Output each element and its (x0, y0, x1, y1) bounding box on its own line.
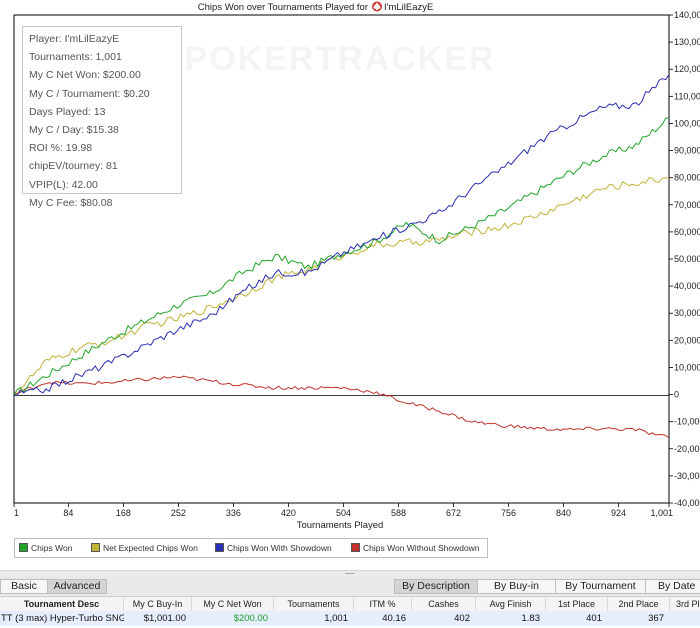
y-tick-label: 90,000 (674, 146, 700, 156)
table-header: Tournament Desc My C Buy-In My C Net Won… (0, 597, 700, 612)
chart-watermark: POKERTRACKER (184, 40, 495, 78)
col-buy-in[interactable]: My C Buy-In (124, 597, 192, 611)
legend-item-net-expected[interactable]: Net Expected Chips Won (91, 543, 198, 555)
x-tick-label: 1 (14, 508, 19, 518)
x-tick-label: 672 (446, 508, 461, 518)
tab-basic[interactable]: Basic (0, 579, 48, 594)
table-row[interactable]: TT (3 max) Hyper-Turbo SNG L $1,001.00 $… (0, 611, 700, 626)
col-tournament-desc[interactable]: Tournament Desc (0, 597, 124, 611)
series-line-chips-won-without-showdown (13, 375, 670, 439)
chart-title-player: I'mLilEazyE (384, 2, 433, 13)
tab-by-tournament[interactable]: By Tournament (555, 579, 646, 594)
x-tick-label: 588 (391, 508, 406, 518)
y-tick-label: -30,000 (674, 471, 700, 481)
tab-by-buy-in[interactable]: By Buy-in (477, 579, 556, 594)
y-tick-label: 20,000 (674, 335, 700, 345)
stat-days-played: Days Played: 13 (29, 105, 106, 118)
chart-title: Chips Won over Tournaments Played for (198, 2, 368, 13)
cell-buy-in: $1,001.00 (143, 613, 186, 624)
cell-itm: 40.16 (382, 613, 406, 624)
stat-roi: ROI %: 19.98 (29, 142, 93, 155)
tab-advanced[interactable]: Advanced (47, 579, 107, 594)
col-cashes[interactable]: Cashes (412, 597, 476, 611)
cell-net-won: $200.00 (233, 613, 268, 624)
col-tournaments[interactable]: Tournaments (274, 597, 354, 611)
y-tick-label: 110,000 (674, 91, 700, 101)
stat-fee: My C Fee: $80.08 (29, 196, 113, 209)
stat-per-day: My C / Day: $15.38 (29, 123, 119, 136)
y-tick-label: 0 (674, 390, 679, 400)
x-tick-label: 336 (226, 508, 241, 518)
cell-third-place (670, 611, 700, 626)
cell-tournament-desc: TT (3 max) Hyper-Turbo SNG L (1, 613, 124, 624)
col-itm[interactable]: ITM % (354, 597, 412, 611)
stats-summary-box: Player: I'mLilEazyE Tournaments: 1,001 M… (22, 26, 182, 209)
x-tick-label: 1,001 (650, 508, 673, 518)
legend-item-without-showdown[interactable]: Chips Won Without Showdown (351, 543, 480, 555)
col-second-place[interactable]: 2nd Place (608, 597, 670, 611)
y-tick-label: 40,000 (674, 281, 700, 291)
y-tick-label: 10,000 (674, 362, 700, 372)
cell-first-place: 401 (586, 613, 602, 624)
tab-by-description[interactable]: By Description (394, 579, 478, 594)
y-tick-label: 30,000 (674, 308, 700, 318)
col-net-won[interactable]: My C Net Won (192, 597, 274, 611)
x-tick-label: 504 (336, 508, 351, 518)
x-tick-label: 924 (611, 508, 626, 518)
stat-player: Player: I'mLilEazyE (29, 33, 120, 45)
y-tick-label: -10,000 (674, 417, 700, 427)
y-tick-label: 100,000 (674, 118, 700, 128)
legend-item-chips-won[interactable]: Chips Won (19, 543, 72, 555)
x-axis-label: Tournaments Played (297, 520, 384, 531)
series-line-net-expected-chips-won (13, 177, 670, 396)
y-tick-label: -20,000 (674, 444, 700, 454)
y-tick-label: -40,000 (674, 498, 700, 508)
legend-item-with-showdown[interactable]: Chips Won With Showdown (215, 543, 332, 555)
col-avg-finish[interactable]: Avg Finish (476, 597, 546, 611)
cell-second-place: 367 (648, 613, 664, 624)
y-tick-label: 60,000 (674, 227, 700, 237)
y-tick-label: 50,000 (674, 254, 700, 264)
x-tick-label: 420 (281, 508, 296, 518)
series-line-chips-won (13, 117, 670, 395)
spade-logo-icon (372, 1, 382, 12)
tab-by-date[interactable]: By Date (645, 579, 700, 594)
legend-swatch-blue (215, 543, 224, 552)
x-tick-label: 840 (556, 508, 571, 518)
legend-swatch-green (19, 543, 28, 552)
chart: POKERTRACKER Chips Won over Tournaments … (13, 1, 700, 531)
legend-swatch-red (351, 543, 360, 552)
y-tick-label: 120,000 (674, 64, 700, 74)
cell-avg-finish: 1.83 (521, 613, 541, 624)
cell-cashes: 402 (454, 613, 470, 624)
y-tick-label: 80,000 (674, 173, 700, 183)
y-tick-label: 130,000 (674, 37, 700, 47)
chart-legend: Chips Won Net Expected Chips Won Chips W… (14, 538, 488, 558)
stat-tournaments: Tournaments: 1,001 (29, 51, 122, 64)
stat-vpip: VPIP(L): 42.00 (29, 178, 98, 191)
legend-swatch-yellow (91, 543, 100, 552)
series-line-chips-won-with-showdown (13, 74, 670, 396)
y-tick-label: 70,000 (674, 200, 700, 210)
cell-tournaments: 1,001 (324, 613, 348, 624)
col-third-place[interactable]: 3rd Pl (676, 599, 700, 609)
stat-net-won: My C Net Won: $200.00 (29, 69, 141, 82)
report-toolbar: Basic Advanced By Description By Buy-in … (0, 576, 700, 597)
col-first-place[interactable]: 1st Place (546, 597, 608, 611)
x-tick-label: 168 (116, 508, 131, 518)
stat-per-tournament: My C / Tournament: $0.20 (29, 87, 150, 100)
stat-chipev: chipEV/tourney: 81 (29, 160, 118, 173)
x-tick-label: 84 (63, 508, 73, 518)
y-tick-label: 140,000 (674, 10, 700, 20)
x-tick-label: 756 (501, 508, 516, 518)
x-tick-label: 252 (171, 508, 186, 518)
